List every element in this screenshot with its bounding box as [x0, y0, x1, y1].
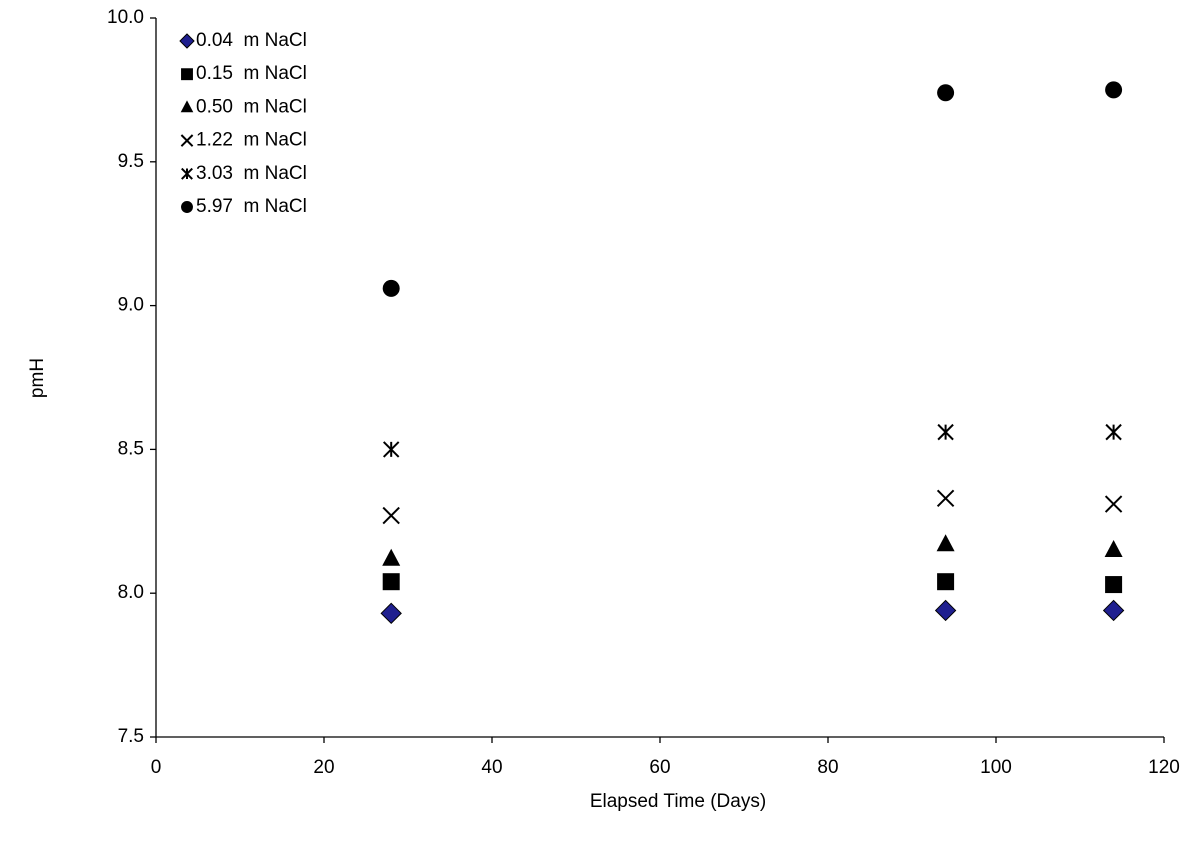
x-tick-label: 20	[313, 757, 334, 778]
x-tick-label: 0	[151, 757, 162, 778]
x-tick-label: 120	[1148, 757, 1180, 778]
data-point	[937, 84, 955, 102]
data-point	[382, 506, 400, 525]
data-point	[1105, 576, 1123, 594]
data-point	[1104, 540, 1123, 558]
legend-marker	[181, 201, 193, 213]
legend-marker	[180, 134, 194, 147]
y-tick-label: 9.0	[118, 295, 144, 316]
data-point	[382, 573, 400, 591]
y-tick-label: 8.0	[118, 582, 144, 603]
y-axis-label: pmH	[27, 358, 48, 398]
data-point	[380, 602, 402, 625]
legend-label: 5.97 m NaCl	[196, 196, 307, 217]
legend-marker	[181, 167, 193, 180]
y-tick-label: 7.5	[118, 726, 144, 747]
data-point	[936, 534, 955, 552]
y-tick-label: 10.0	[107, 7, 144, 28]
data-point	[1102, 599, 1125, 622]
data-point	[382, 548, 401, 566]
legend-marker	[181, 68, 193, 81]
legend-label: 0.04 m NaCl	[196, 30, 307, 51]
y-tick-label: 8.5	[118, 438, 144, 459]
x-tick-label: 40	[481, 757, 502, 778]
data-point	[1105, 81, 1123, 99]
data-point	[382, 279, 400, 297]
x-axis-label: Elapsed Time (Days)	[590, 791, 766, 812]
legend-marker	[180, 100, 194, 113]
data-point	[1105, 423, 1122, 441]
data-point	[937, 573, 955, 591]
x-tick-label: 80	[817, 757, 838, 778]
x-tick-label: 60	[649, 757, 670, 778]
legend-marker	[179, 33, 195, 49]
x-tick-label: 100	[980, 757, 1012, 778]
data-point	[934, 599, 957, 622]
legend-label: 0.15 m NaCl	[196, 63, 307, 84]
legend-label: 0.50 m NaCl	[196, 96, 307, 117]
data-point	[937, 423, 954, 441]
data-point	[936, 489, 955, 507]
data-point	[382, 441, 400, 458]
legend-label: 1.22 m NaCl	[196, 130, 307, 151]
y-tick-label: 9.5	[118, 151, 144, 172]
data-point	[1104, 495, 1123, 513]
legend-label: 3.03 m NaCl	[196, 163, 307, 184]
